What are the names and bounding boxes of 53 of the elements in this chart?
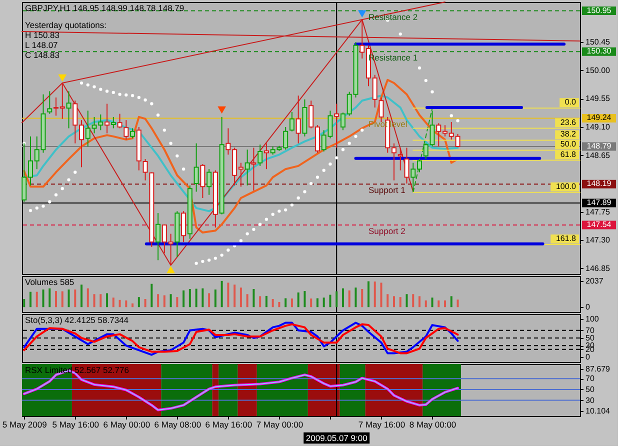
series-label: 23.6 xyxy=(560,118,577,127)
chart-title: Volumes 585 xyxy=(25,277,74,287)
x-tick-label: 7 May 00:00 xyxy=(256,420,304,430)
ref-line-label: 148.19 xyxy=(586,179,612,188)
chart-title: Sto(5,3,3) 42.4125 58.7344 xyxy=(25,315,129,325)
ref-line-label: 150.95 xyxy=(586,6,612,15)
annotation: C 148.83 xyxy=(25,50,60,60)
x-tick-label: 6 May 00:00 xyxy=(103,420,150,430)
y-tick-label: 100 xyxy=(586,314,600,324)
y-tick-label: 50 xyxy=(586,384,595,394)
annotation: H 150.83 xyxy=(25,30,60,40)
series-label: 100.0 xyxy=(556,182,577,191)
annotation: Yesterday quotations: xyxy=(25,20,106,30)
y-tick-label: 87.679 xyxy=(586,364,611,374)
annotation: Support 2 xyxy=(368,226,406,236)
chart-title: GBPJPY,H1 148.95 148.99 148.78 148.79 xyxy=(25,3,184,13)
y-tick-label: 147.75 xyxy=(586,207,611,216)
y-tick-label: 149.55 xyxy=(586,94,611,104)
x-tick-label: 7 May 16:00 xyxy=(358,420,406,430)
y-tick-label: 70 xyxy=(586,374,595,384)
y-tick-label: 10.104 xyxy=(586,406,611,416)
annotation: Resistance 2 xyxy=(368,12,418,22)
y-tick-label: 150.00 xyxy=(586,66,611,75)
x-tick-label: 5 May 16:00 xyxy=(52,420,100,430)
y-tick-label: 70 xyxy=(586,326,595,335)
chart-title: RSX Limited 52.567 52.776 xyxy=(25,365,130,375)
x-tick-label: 8 May 00:00 xyxy=(409,420,456,430)
ref-line-label: 150.30 xyxy=(586,46,612,56)
y-tick-label: 149.10 xyxy=(586,122,611,132)
y-tick-label: 0 xyxy=(586,352,590,362)
y-tick-label: 30 xyxy=(586,396,595,405)
y-tick-label: 146.85 xyxy=(586,264,611,273)
annotation: Support 1 xyxy=(368,185,406,196)
annotation: L 148.07 xyxy=(25,40,58,50)
series-label: 161.8 xyxy=(556,234,577,243)
y-tick-label: 148.65 xyxy=(586,150,611,160)
legend-label: 50.0 xyxy=(560,140,577,149)
y-tick-label: 2037 xyxy=(586,276,604,286)
ref-line-label: 148.79 xyxy=(586,141,612,150)
ref-line-label: 149.24 xyxy=(586,113,612,122)
series-label: 0.0 xyxy=(564,98,577,107)
x-tick-label: 5 May 2009 xyxy=(2,420,48,430)
x-tick-label: 6 May 08:00 xyxy=(154,420,202,430)
ref-line-label: 2009.05.07 9:00 xyxy=(306,433,368,443)
ref-line-label: 147.54 xyxy=(586,220,612,229)
legend-label: 38.2 xyxy=(560,130,577,139)
ref-line-label: 147.89 xyxy=(586,198,612,208)
y-tick-label: 0 xyxy=(586,302,590,312)
y-tick-label: 50 xyxy=(586,334,595,342)
y-tick-label: 147.30 xyxy=(586,236,611,245)
legend-label: 61.8 xyxy=(560,150,577,159)
x-tick-label: 6 May 16:00 xyxy=(205,420,252,430)
y-tick-label: 150.45 xyxy=(586,38,611,47)
